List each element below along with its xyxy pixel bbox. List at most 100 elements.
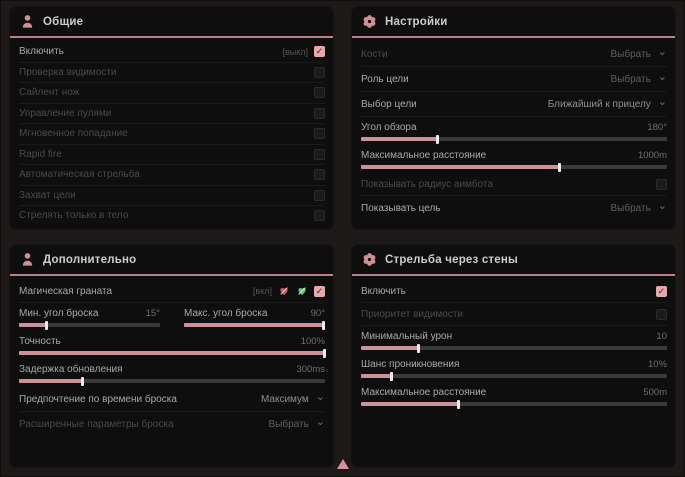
rapid-fire-checkbox[interactable] (314, 148, 325, 160)
chevron-down-icon: ⌄ (657, 96, 667, 108)
panel-title: Настройки (385, 15, 448, 28)
row-label: Выбор цели (361, 98, 417, 110)
row-label: Включить (361, 285, 406, 297)
show-target-dropdown[interactable]: Выбрать ⌄ (610, 201, 668, 214)
header-underline (352, 274, 675, 276)
chevron-down-icon: ⌄ (315, 416, 325, 428)
panel-general: Общие Включить [выкл] Проверка видимости… (10, 7, 333, 229)
visibility-priority-checkbox[interactable] (656, 308, 667, 320)
slider-value: 300ms (296, 364, 325, 375)
row-body-only: Стрелять только в тело (19, 206, 325, 226)
panel-extra: Дополнительно Магическая граната [вкл] (10, 245, 333, 467)
slider-thumb[interactable] (557, 162, 561, 172)
slider-thumb[interactable] (435, 134, 439, 144)
show-radius-checkbox[interactable] (656, 178, 667, 190)
row-min-damage: Минимальный урон 10 (361, 326, 667, 353)
slider-thumb[interactable] (389, 371, 393, 381)
row-label: Показывать цель (361, 202, 441, 214)
row-label: Роль цели (361, 73, 409, 85)
magic-grenade-checkbox[interactable] (314, 285, 325, 297)
hotkey-label[interactable]: [вкл] (252, 286, 272, 296)
min-damage-slider[interactable] (361, 343, 667, 353)
slider-thumb[interactable] (321, 320, 325, 330)
advanced-params-dropdown[interactable]: Выбрать ⌄ (269, 416, 326, 430)
accuracy-slider[interactable] (19, 348, 326, 358)
row-magic-grenade: Магическая граната [вкл] (19, 280, 325, 303)
hotkey-label[interactable]: [выкл] (282, 46, 308, 57)
row-label: Угол обзора (361, 122, 417, 133)
instant-hit-checkbox[interactable] (314, 128, 325, 140)
body-only-checkbox[interactable] (314, 210, 325, 222)
row-label: Показывать радиус аимбота (361, 178, 493, 190)
bones-dropdown[interactable]: Выбрать ⌄ (611, 46, 668, 60)
row-label: Приоритет видимости (361, 308, 464, 320)
row-bones: Кости Выбрать ⌄ (361, 42, 667, 67)
dropdown-value: Выбрать (610, 73, 651, 85)
row-rapid-fire: Rapid fire (19, 145, 325, 165)
dropdown-value: Выбрать (610, 202, 651, 214)
slider-thumb[interactable] (417, 343, 421, 353)
max-angle-slider[interactable] (184, 320, 325, 330)
row-fov: Угол обзора 180° (361, 117, 667, 144)
panel-wallbang-header: Стрельба через стены (352, 245, 675, 274)
user-icon (22, 253, 33, 266)
heart-red-icon[interactable] (278, 285, 290, 297)
row-label: Мин. угол броска (19, 308, 99, 319)
bullet-control-checkbox[interactable] (314, 107, 325, 119)
wall-max-distance-slider[interactable] (361, 399, 667, 409)
penetration-chance-slider[interactable] (361, 371, 667, 381)
row-label: Минимальный урон (361, 331, 453, 342)
wall-enable-checkbox[interactable] (656, 285, 667, 297)
slider-thumb[interactable] (323, 348, 326, 358)
slider-value: 10% (647, 359, 667, 370)
row-wall-max-distance: Максимальное расстояние 500m (361, 382, 667, 409)
visibility-check-checkbox[interactable] (314, 66, 325, 78)
row-label: Предпочтение по времени броска (19, 393, 177, 405)
enable-checkbox[interactable] (314, 46, 325, 58)
row-bullet-control: Управление пулями (19, 104, 325, 124)
row-label: Rapid fire (19, 148, 62, 160)
row-label: Кости (361, 48, 388, 60)
row-label: Расширенные параметры броска (19, 418, 174, 430)
header-underline (10, 36, 333, 38)
row-label: Точность (19, 336, 61, 347)
row-accuracy: Точность 100% (19, 331, 326, 358)
heart-green-icon[interactable] (296, 285, 308, 297)
slider-thumb[interactable] (45, 320, 49, 330)
slider-value: 100% (300, 336, 325, 347)
slider-value: 10 (656, 331, 667, 342)
panel-wallbang: Стрельба через стены Включить Приоритет … (352, 245, 675, 467)
row-time-pref: Предпочтение по времени броска Максимум … (19, 387, 325, 412)
row-target-lock: Захват цели (19, 186, 325, 206)
panel-extra-header: Дополнительно (10, 245, 333, 274)
row-auto-fire: Автоматическая стрельба (19, 165, 325, 186)
fov-slider[interactable] (361, 134, 667, 144)
dropdown-value: Максимум (260, 393, 309, 405)
target-lock-checkbox[interactable] (314, 189, 325, 201)
row-label: Максимальное расстояние (361, 387, 487, 398)
triangle-cursor (337, 459, 349, 469)
time-pref-dropdown[interactable]: Максимум ⌄ (260, 392, 325, 405)
silent-knife-checkbox[interactable] (314, 87, 325, 99)
max-distance-slider[interactable] (361, 162, 667, 172)
auto-fire-checkbox[interactable] (314, 169, 325, 181)
slider-thumb[interactable] (81, 376, 85, 386)
target-role-dropdown[interactable]: Выбрать ⌄ (610, 72, 668, 85)
row-visibility-priority: Приоритет видимости (361, 303, 667, 326)
slider-value: 500m (643, 387, 667, 398)
row-label: Максимальное расстояние (361, 150, 487, 161)
min-angle-slider[interactable] (19, 320, 160, 330)
header-underline (10, 274, 333, 276)
target-select-dropdown[interactable]: Ближайший к прицелу ⌄ (548, 96, 667, 110)
row-enable: Включить [выкл] (19, 42, 325, 63)
update-delay-slider[interactable] (19, 376, 325, 386)
panel-settings-header: Настройки (352, 7, 675, 36)
chevron-down-icon: ⌄ (657, 46, 667, 58)
slider-value: 15° (145, 308, 160, 319)
panel-title: Дополнительно (43, 253, 137, 266)
slider-thumb[interactable] (456, 399, 460, 409)
row-label: Автоматическая стрельба (19, 169, 140, 181)
row-label: Макс. угол броска (184, 308, 268, 319)
